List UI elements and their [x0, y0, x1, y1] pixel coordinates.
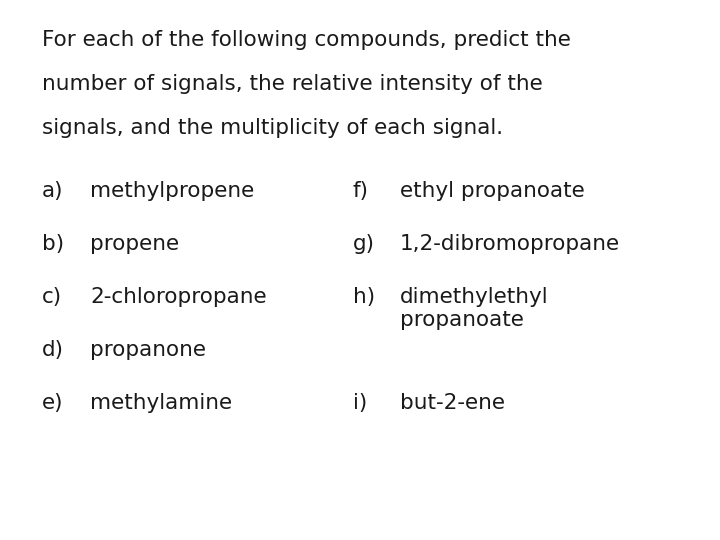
Text: propene: propene [90, 234, 179, 254]
Text: d): d) [42, 340, 64, 360]
Text: methylamine: methylamine [90, 393, 232, 413]
Text: number of signals, the relative intensity of the: number of signals, the relative intensit… [42, 74, 542, 94]
Text: f): f) [353, 181, 369, 201]
Text: propanone: propanone [90, 340, 206, 360]
Text: g): g) [353, 234, 375, 254]
Text: but-2-ene: but-2-ene [400, 393, 505, 413]
Text: dimethylethyl
propanoate: dimethylethyl propanoate [400, 287, 548, 330]
Text: signals, and the multiplicity of each signal.: signals, and the multiplicity of each si… [42, 118, 503, 138]
Text: i): i) [353, 393, 367, 413]
Text: 2-chloropropane: 2-chloropropane [90, 287, 266, 307]
Text: h): h) [353, 287, 375, 307]
Text: c): c) [42, 287, 62, 307]
Text: a): a) [42, 181, 63, 201]
Text: methylpropene: methylpropene [90, 181, 254, 201]
Text: ethyl propanoate: ethyl propanoate [400, 181, 585, 201]
Text: 1,2-dibromopropane: 1,2-dibromopropane [400, 234, 620, 254]
Text: e): e) [42, 393, 63, 413]
Text: b): b) [42, 234, 64, 254]
Text: For each of the following compounds, predict the: For each of the following compounds, pre… [42, 30, 571, 50]
